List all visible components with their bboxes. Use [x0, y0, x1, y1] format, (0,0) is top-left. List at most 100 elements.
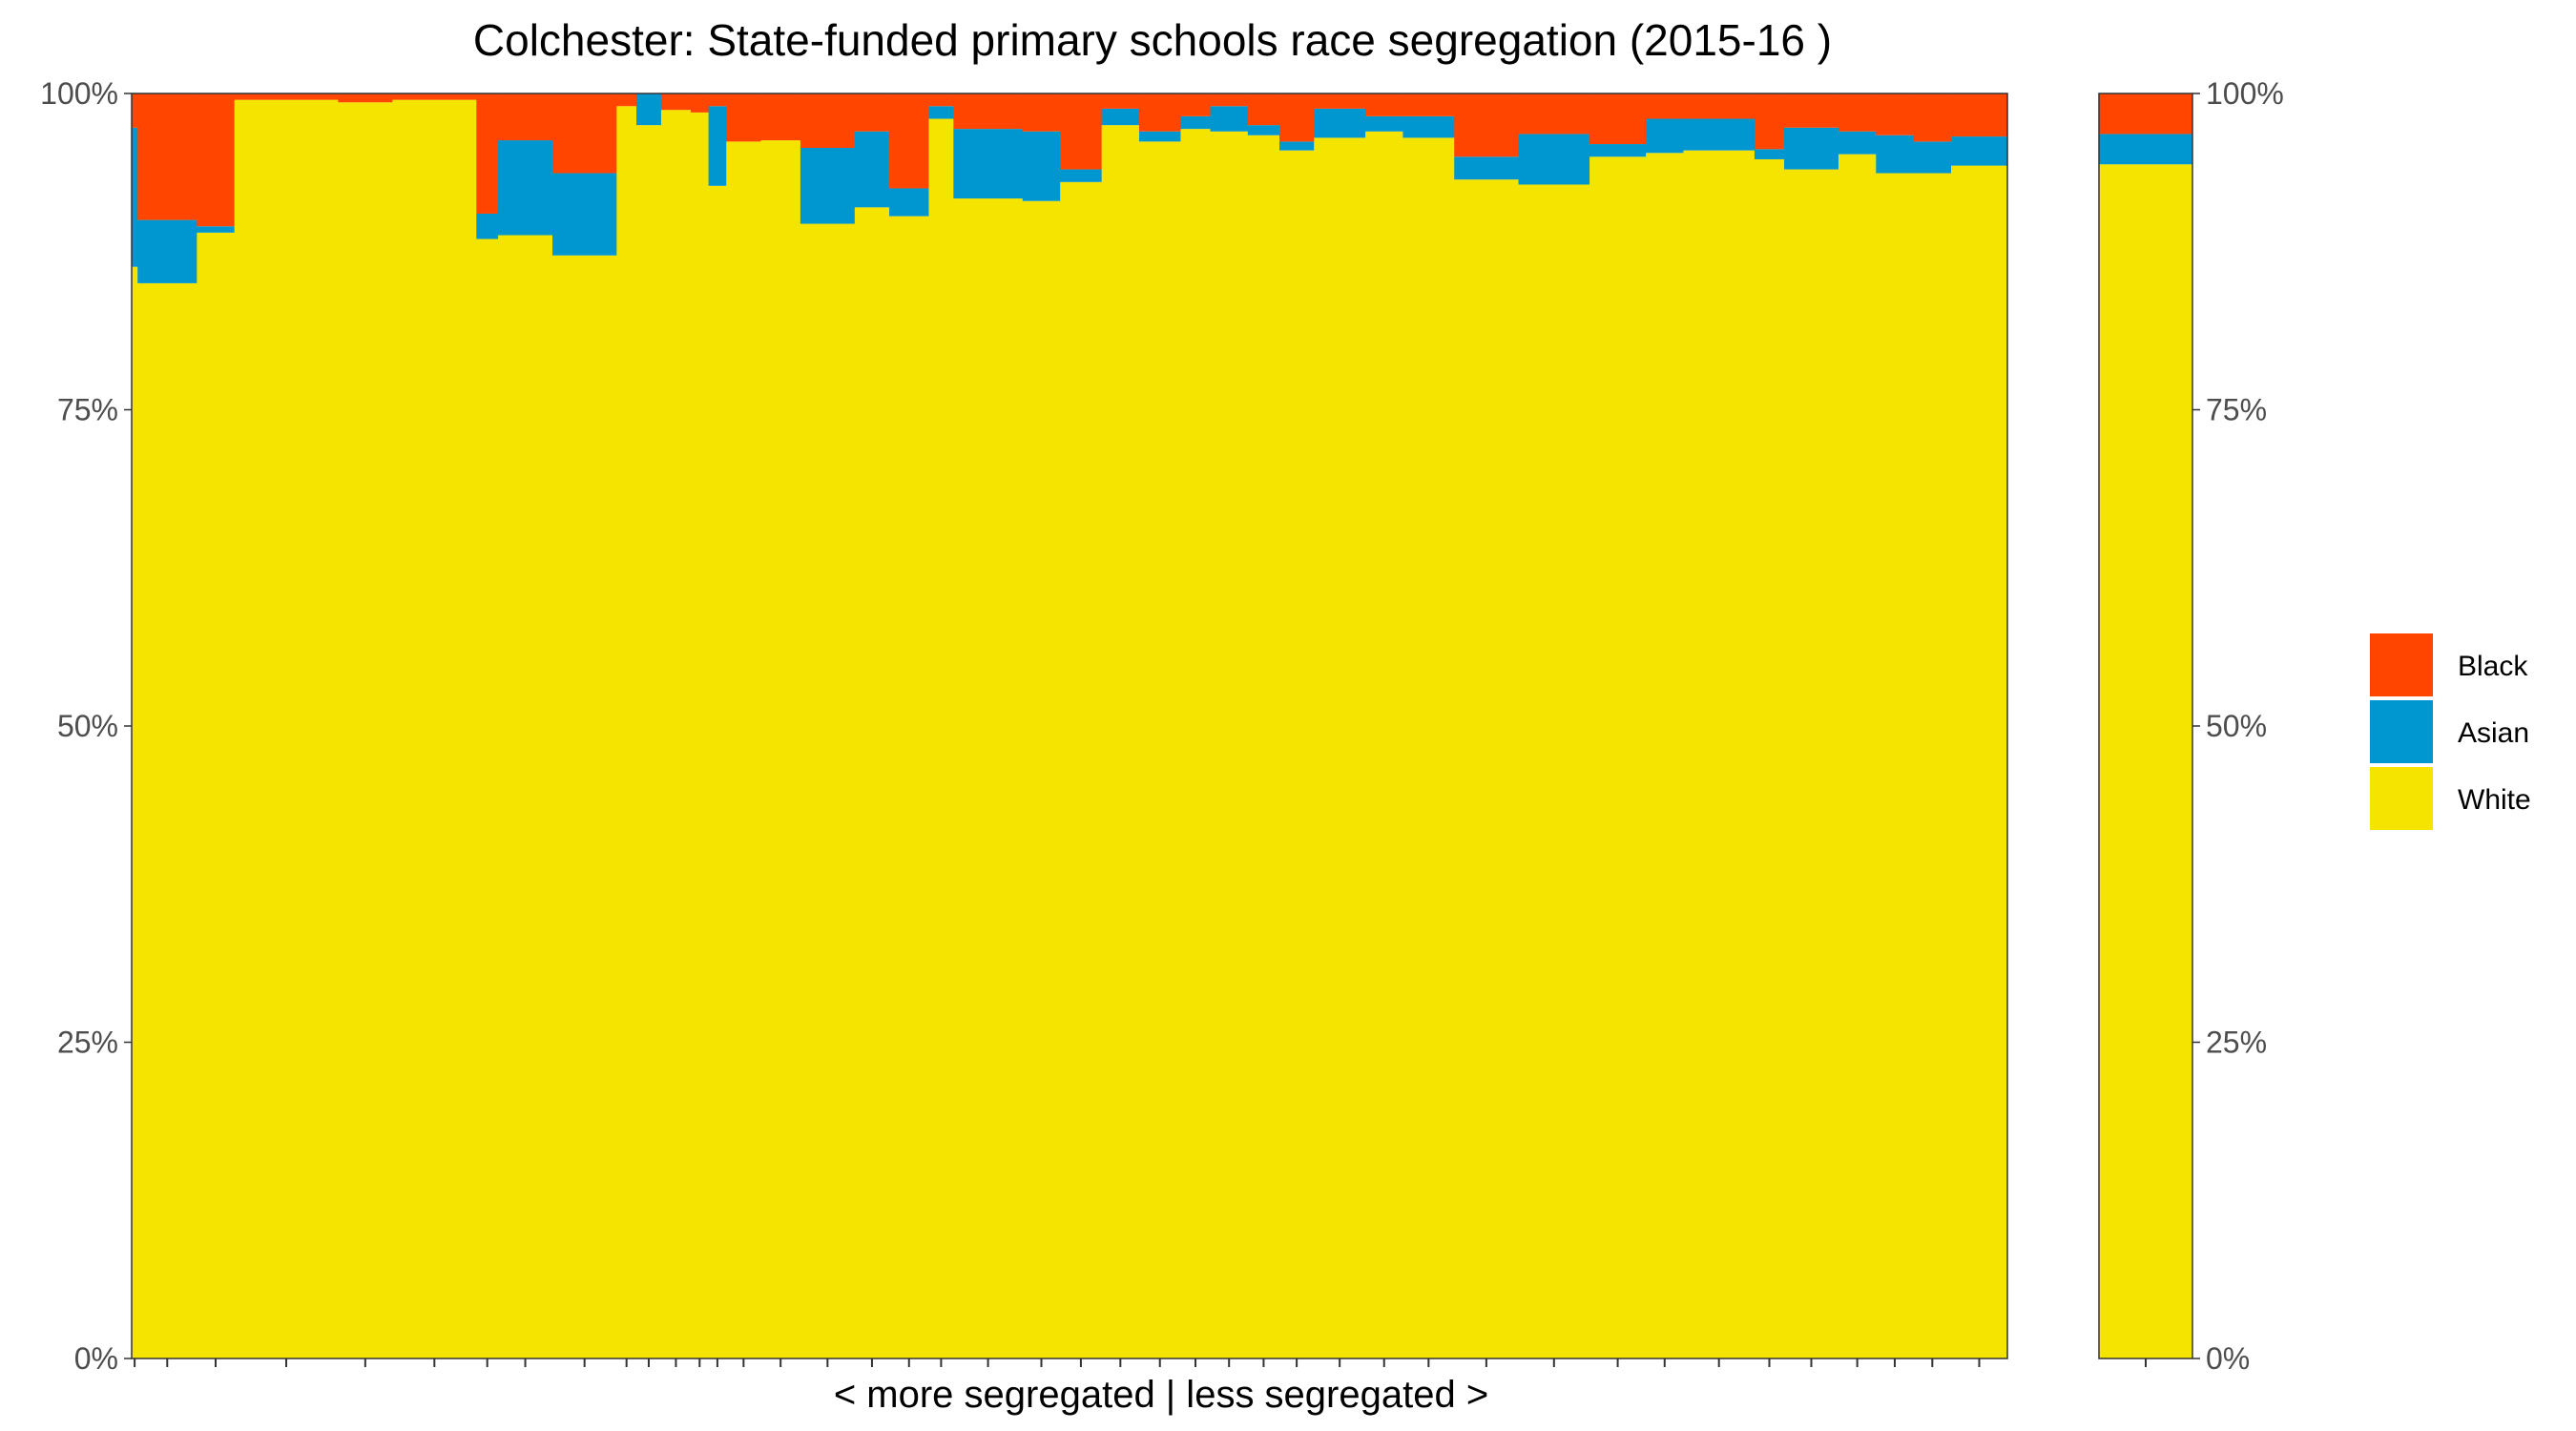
segment-asian-28: [1247, 125, 1280, 135]
segment-black-10: [616, 93, 637, 107]
y-tick-label-left-2: 50%: [57, 709, 118, 743]
segment-asian-19: [889, 188, 930, 217]
segment-white-41: [1876, 173, 1915, 1359]
school-bar-9: [552, 93, 617, 1358]
segment-asian-20: [928, 106, 954, 119]
segment-white-8: [498, 235, 553, 1359]
segment-white-40: [1838, 154, 1877, 1359]
segment-white-39: [1784, 169, 1839, 1358]
segment-black-35: [1589, 93, 1647, 145]
school-bar-13: [690, 93, 710, 1358]
y-tick-label-left-4: 100%: [40, 76, 118, 111]
segment-asian-7: [476, 213, 499, 239]
segment-black-7: [476, 93, 499, 214]
school-bar-4: [234, 93, 339, 1358]
segment-black-25: [1138, 93, 1182, 132]
segment-white-24: [1101, 125, 1140, 1358]
segment-asian-8: [498, 140, 553, 236]
segment-asian-11: [636, 93, 662, 126]
segment-black-28: [1247, 93, 1280, 126]
segment-black-23: [1060, 93, 1103, 170]
segment-white-26: [1180, 129, 1212, 1358]
segment-black-5: [338, 93, 393, 103]
school-bar-15: [726, 93, 762, 1359]
segment-white-14: [708, 185, 727, 1359]
school-bar-30: [1314, 93, 1366, 1358]
segment-asian-14: [708, 106, 727, 186]
bars-layer: [132, 93, 2192, 1359]
segment-white-4: [234, 99, 339, 1358]
segment-black-24: [1101, 93, 1140, 109]
segment-asian-35: [1589, 144, 1647, 157]
segment-black-33: [1454, 93, 1520, 157]
segment-white-13: [690, 112, 710, 1358]
segment-black-40: [1838, 93, 1877, 132]
segment-white-10: [616, 106, 637, 1358]
school-bar-36: [1646, 93, 1685, 1358]
segment-white-21: [953, 198, 1024, 1359]
segment-black-17: [800, 93, 856, 149]
segment-black-20: [928, 93, 954, 107]
segment-asian-2: [137, 219, 197, 283]
segment-black-30: [1314, 93, 1366, 109]
segment-white-9: [552, 255, 617, 1358]
segment-white-3: [197, 232, 236, 1359]
school-bar-12: [660, 93, 692, 1358]
segment-asian-29: [1278, 141, 1315, 151]
school-bar-18: [854, 93, 890, 1359]
segment-asian-33: [1454, 156, 1520, 180]
segment-white-23: [1060, 181, 1103, 1358]
segment-white-5: [338, 102, 393, 1359]
segment-white-30: [1314, 137, 1366, 1358]
segment-white-29: [1278, 150, 1315, 1358]
school-bar-42: [1913, 93, 1952, 1359]
school-bar-20: [928, 93, 954, 1358]
segment-asian-42: [1913, 141, 1952, 174]
school-bar-22: [1022, 93, 1061, 1359]
segment-asian-31: [1365, 115, 1404, 132]
axis-layer: 0% 0% 25% 25% 50% 50% 75% 75% 100% 100%: [40, 76, 2284, 1376]
segment-white-43: [1950, 165, 2008, 1358]
segment-white-11: [636, 125, 662, 1358]
segment-white-15: [726, 141, 762, 1359]
segment-black-36: [1646, 93, 1685, 119]
segment-black-41: [1876, 93, 1915, 135]
y-tick-label-left-1: 25%: [57, 1026, 118, 1060]
school-bar-26: [1180, 93, 1212, 1358]
segment-black-34: [1518, 93, 1590, 135]
segment-white-34: [1518, 184, 1590, 1358]
segment-asian-38: [1754, 149, 1785, 159]
segment-black-18: [854, 93, 890, 132]
legend: Black Asian White: [2370, 633, 2531, 830]
overall-segment-black: [2099, 93, 2192, 135]
segment-black-9: [552, 93, 617, 174]
segment-asian-27: [1210, 106, 1249, 132]
legend-label-black: Black: [2458, 651, 2528, 682]
y-tick-label-left-0: 0%: [74, 1341, 118, 1376]
school-bar-23: [1060, 93, 1103, 1358]
segment-white-33: [1454, 179, 1520, 1359]
segment-asian-9: [552, 173, 617, 256]
legend-key-asian: [2370, 700, 2433, 763]
segment-black-22: [1022, 93, 1061, 132]
school-bar-11: [636, 93, 662, 1358]
segment-black-16: [760, 93, 801, 141]
segment-black-29: [1278, 93, 1315, 142]
segment-black-2: [137, 93, 197, 220]
segment-black-38: [1754, 93, 1785, 150]
overall-segment-white: [2099, 164, 2192, 1359]
segment-asian-24: [1101, 108, 1140, 126]
segment-white-32: [1402, 137, 1455, 1358]
segment-black-15: [726, 93, 762, 142]
school-bar-3: [197, 93, 236, 1359]
school-bar-25: [1138, 93, 1182, 1359]
y-tick-label-right-2: 50%: [2206, 709, 2267, 743]
segment-asian-40: [1838, 131, 1877, 155]
legend-label-asian: Asian: [2458, 717, 2529, 749]
chart-title: Colchester: State-funded primary schools…: [473, 15, 1832, 65]
school-bar-37: [1683, 93, 1755, 1358]
segment-black-39: [1784, 93, 1839, 128]
segment-asian-1: [132, 127, 138, 267]
segment-white-27: [1210, 131, 1249, 1358]
segment-white-17: [800, 223, 856, 1358]
